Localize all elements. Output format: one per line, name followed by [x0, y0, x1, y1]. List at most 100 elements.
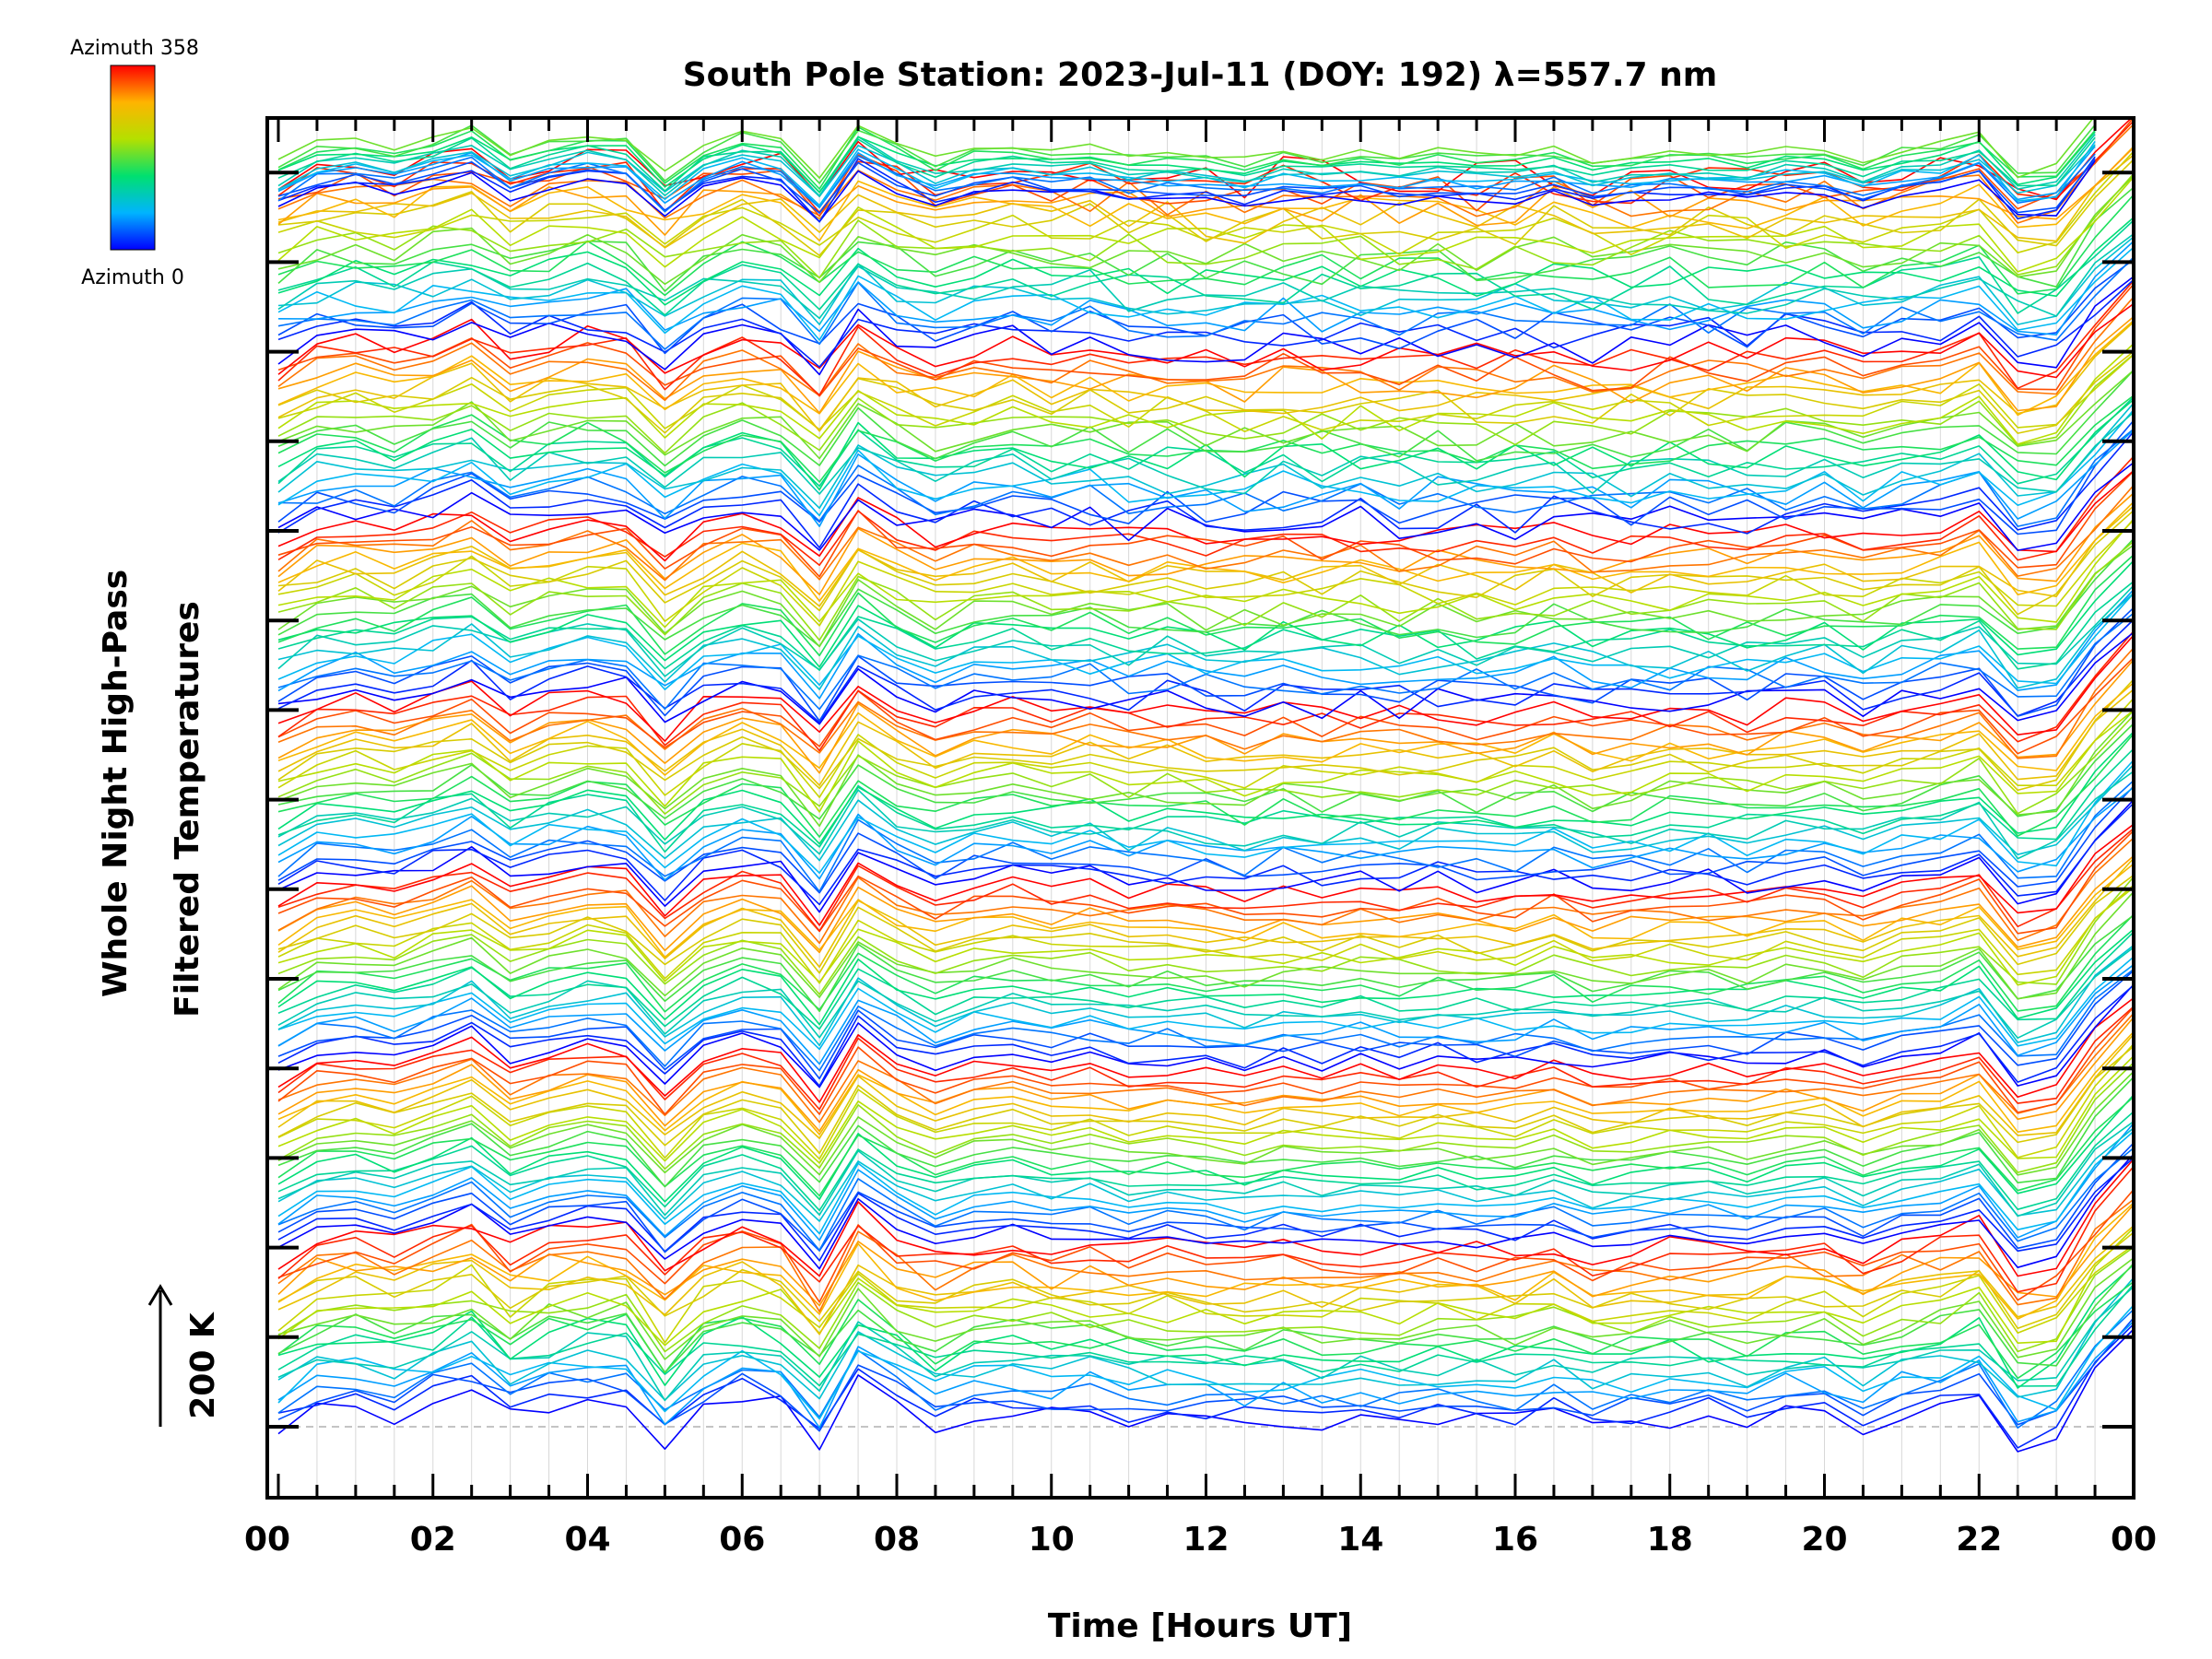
trace-line — [277, 759, 2134, 875]
trace-line — [277, 631, 2134, 725]
trace-line — [277, 118, 2133, 201]
trace-line — [277, 891, 2134, 1000]
trace-line — [277, 1158, 2134, 1277]
colorbar-top-label: Azimuth 358 — [70, 37, 199, 60]
trace-line — [277, 302, 2134, 379]
trace-line — [277, 500, 2134, 602]
trace-line — [277, 1123, 2134, 1241]
trace-line — [277, 1012, 2134, 1124]
trace-line — [277, 233, 2134, 320]
x-tick-label: 10 — [1029, 1521, 1075, 1559]
trace-line — [277, 1043, 2134, 1160]
trace-line — [277, 1328, 2134, 1453]
trace-line — [277, 1204, 2134, 1307]
trace-line — [277, 256, 2134, 350]
trace-line — [277, 1006, 2134, 1111]
trace-line — [277, 236, 2134, 325]
x-tick-label: 02 — [410, 1521, 456, 1559]
trace-line — [277, 1147, 2134, 1252]
x-tick-label: 14 — [1337, 1521, 1383, 1559]
trace-line — [277, 857, 2134, 968]
trace-line — [277, 1263, 2134, 1373]
trace-line — [277, 1142, 2134, 1253]
trace-line — [277, 863, 2134, 959]
trace-line — [277, 411, 2134, 495]
trace-line — [277, 1202, 2134, 1320]
trace-line — [277, 876, 2134, 995]
trace-line — [277, 1166, 2134, 1293]
trace-line — [277, 147, 2134, 236]
trace-line — [277, 584, 2134, 677]
x-tick-label: 18 — [1647, 1521, 1693, 1559]
trace-line — [277, 279, 2134, 396]
trace-line — [277, 430, 2134, 549]
trace-line — [277, 394, 2134, 483]
trace-line — [277, 296, 2134, 402]
x-tick-label: 20 — [1801, 1521, 1847, 1559]
trace-line — [277, 931, 2134, 1030]
trace-line — [277, 134, 2096, 197]
azimuth-colorbar: Azimuth 358 Azimuth 0 — [70, 37, 199, 289]
trace-line — [277, 698, 2134, 798]
scale-bar-label: 200 K — [184, 1312, 222, 1419]
trace-line — [277, 1153, 2134, 1270]
trace-line — [277, 1304, 2134, 1420]
trace-line — [277, 484, 2134, 582]
trace-line — [277, 747, 2134, 853]
trace-line — [277, 241, 2134, 336]
trace-line — [277, 320, 2134, 417]
trace-line — [277, 159, 2096, 223]
trace-line — [277, 914, 2134, 1013]
trace-line — [277, 321, 2134, 432]
trace-line — [277, 589, 2134, 700]
trace-line — [277, 554, 2134, 657]
trace-line — [277, 997, 2134, 1103]
trace-line — [277, 1130, 2134, 1235]
trace-line — [277, 874, 2134, 974]
trace-line — [277, 519, 2134, 627]
trace-line — [277, 492, 2134, 595]
trace-line — [277, 217, 2134, 306]
colorbar-bottom-label: Azimuth 0 — [81, 266, 184, 289]
trace-line — [277, 1277, 2134, 1401]
trace-line — [277, 785, 2134, 894]
trace-line — [277, 1017, 2134, 1133]
trace-line — [277, 469, 2134, 562]
colorbar-gradient — [110, 65, 156, 251]
trace-line — [277, 462, 2134, 551]
y-axis-label-line2: Filtered Temperatures — [169, 601, 206, 1018]
trace-line — [277, 402, 2134, 510]
y-axis-label-line1: Whole Night High-Pass — [97, 570, 135, 997]
trace-line — [277, 1094, 2134, 1203]
trace-line — [277, 618, 2134, 724]
trace-line — [277, 1071, 2134, 1176]
trace-line — [277, 786, 2134, 881]
trace-line — [277, 1198, 2134, 1312]
trace-line — [277, 353, 2134, 454]
trace-line — [277, 540, 2134, 641]
trace-line — [277, 124, 2096, 185]
x-tick-labels: 00 02 04 06 08 10 12 14 16 18 20 22 00 — [244, 1521, 2157, 1559]
trace-line — [277, 731, 2134, 845]
trace-line — [277, 370, 2134, 467]
trace-line — [277, 146, 2096, 209]
trace-line — [277, 928, 2134, 1026]
trace-line — [277, 283, 2134, 397]
axis-ticks — [267, 118, 2136, 1498]
trace-line — [277, 278, 2134, 369]
trace-line — [277, 398, 2134, 491]
trace-line — [277, 984, 2134, 1087]
trace-line — [277, 1280, 2134, 1380]
trace-line — [277, 1189, 2134, 1303]
trace-line — [277, 144, 2096, 198]
trace-line — [277, 1244, 2134, 1344]
trace-line — [277, 429, 2134, 527]
trace-line — [277, 983, 2134, 1088]
trace-line — [277, 1257, 2134, 1360]
trace-line — [277, 1006, 2134, 1115]
trace-line — [277, 688, 2134, 786]
trace-line — [277, 150, 2134, 256]
trace-line — [277, 186, 2134, 292]
x-tick-label: 00 — [2111, 1521, 2157, 1559]
trace-line — [277, 1055, 2134, 1164]
